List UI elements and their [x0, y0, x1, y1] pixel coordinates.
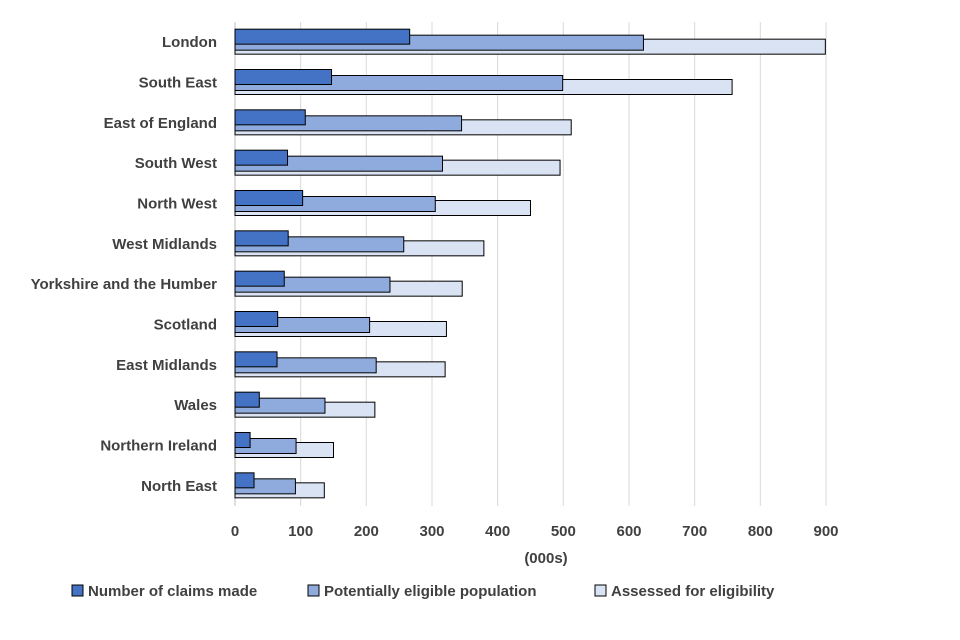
- legend-swatch: [71, 584, 84, 597]
- x-tick-label: 300: [419, 523, 444, 540]
- gridlines: [234, 22, 827, 506]
- x-tick-label: 800: [748, 523, 773, 540]
- legend-label: Potentially eligible population: [324, 583, 537, 600]
- category-label: East Midlands: [116, 357, 217, 374]
- x-tick-label: 200: [354, 523, 379, 540]
- bar-number-of-claims-made: [234, 391, 260, 408]
- bar-number-of-claims-made: [234, 270, 285, 287]
- category-label: South West: [135, 155, 217, 172]
- category-label: London: [162, 34, 217, 51]
- x-axis-ticks: 0 100 200 300 400 500 600 700 800 900: [231, 523, 839, 540]
- bar-number-of-claims-made: [234, 351, 278, 368]
- category-label: North West: [137, 196, 217, 213]
- legend: Number of claims made Potentially eligibl…: [71, 583, 775, 600]
- legend-swatch: [307, 584, 320, 597]
- legend-label: Number of claims made: [88, 583, 257, 600]
- x-tick-label: 400: [485, 523, 510, 540]
- category-labels: London South East East of England South Wes…: [31, 34, 218, 495]
- bar-number-of-claims-made: [234, 432, 251, 448]
- legend-swatch: [594, 584, 607, 597]
- x-axis-title: (000s): [524, 550, 567, 567]
- x-tick-label: 700: [682, 523, 707, 540]
- category-label: North East: [141, 478, 217, 495]
- bar-number-of-claims-made: [234, 230, 289, 247]
- category-label: Yorkshire and the Humber: [31, 276, 218, 293]
- bar-number-of-claims-made: [234, 69, 333, 85]
- bar-number-of-claims-made: [234, 190, 304, 206]
- legend-label: Assessed for eligibility: [611, 583, 775, 600]
- x-tick-label: 600: [616, 523, 641, 540]
- bar-number-of-claims-made: [234, 311, 279, 327]
- bars: [234, 28, 826, 499]
- x-tick-label: 100: [288, 523, 313, 540]
- x-tick-label: 900: [813, 523, 838, 540]
- category-label: South East: [139, 75, 217, 92]
- category-label: Northern Ireland: [100, 438, 217, 455]
- category-label: East of England: [104, 115, 217, 132]
- bar-number-of-claims-made: [234, 28, 411, 45]
- x-tick-label: 500: [551, 523, 576, 540]
- category-label: Wales: [174, 397, 217, 414]
- category-label: West Midlands: [112, 236, 217, 253]
- bar-number-of-claims-made: [234, 149, 289, 166]
- bar-number-of-claims-made: [234, 109, 306, 126]
- bar-number-of-claims-made: [234, 472, 255, 489]
- category-label: Scotland: [154, 317, 217, 334]
- x-tick-label: 0: [231, 523, 239, 540]
